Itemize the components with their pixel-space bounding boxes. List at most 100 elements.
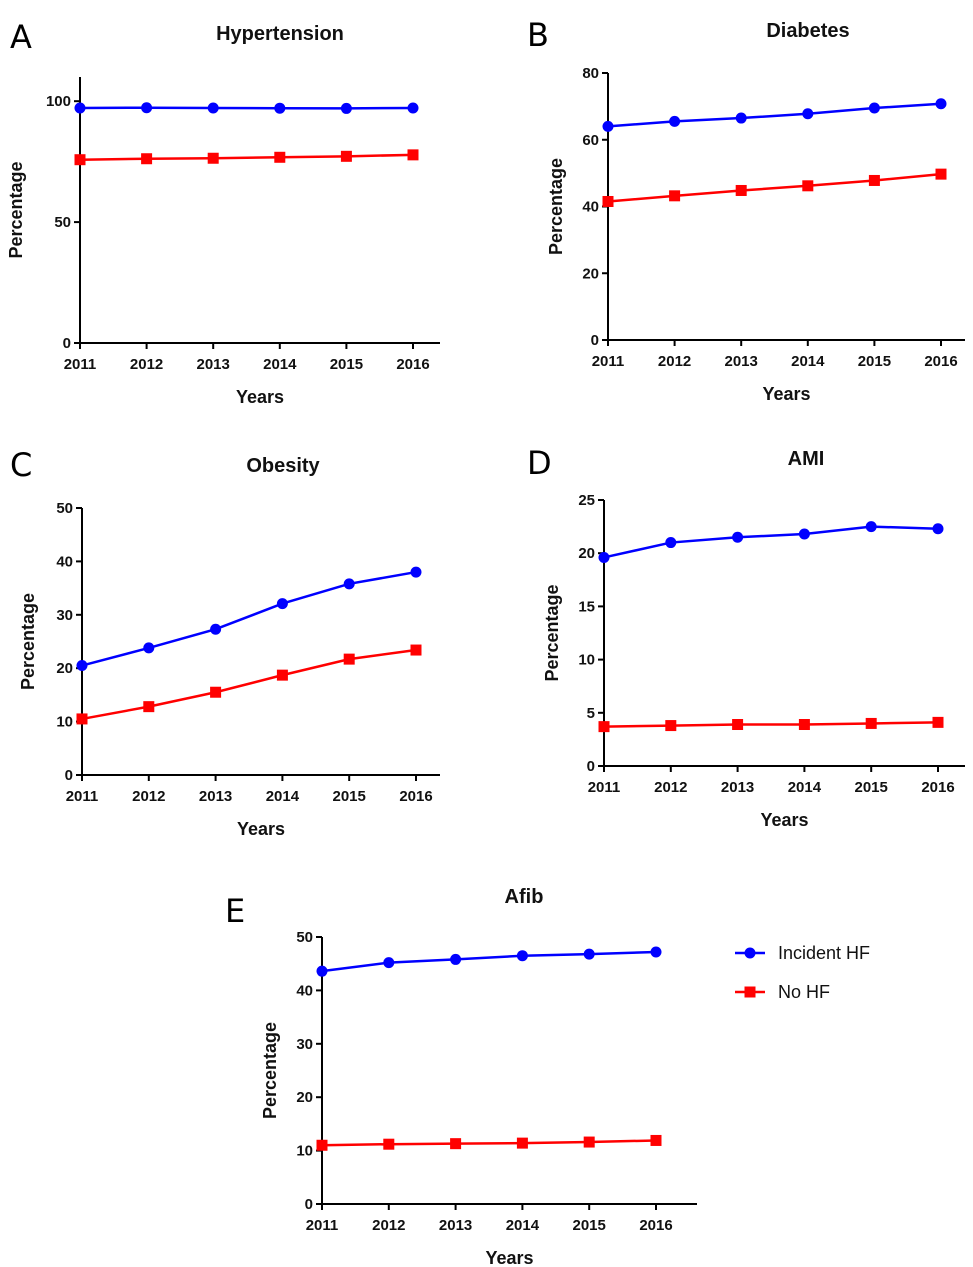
series-line-incident-hf — [607, 102, 942, 128]
x-tick-label: 2011 — [66, 788, 99, 805]
data-point-no-hf — [274, 151, 286, 163]
x-tick-label: 2015 — [573, 1217, 606, 1234]
y-axis-label: Percentage — [260, 1022, 280, 1119]
y-tick-label: 50 — [54, 214, 71, 231]
chart-panel-d: D AMI 0 5 10 15 20 25 2011 2012 2013 2014 2015 2016 Ye… — [527, 444, 965, 830]
data-point-incident-hf — [798, 528, 810, 540]
y-tick-label: 0 — [591, 332, 599, 349]
chart-panel-e: E Afib 0 10 20 30 40 50 2011 2012 2013 2014 2015 2016… — [225, 886, 697, 1267]
y-tick-label: 25 — [578, 492, 595, 509]
data-point-no-hf — [141, 153, 153, 165]
chart-panel-c: C Obesity 0 10 20 30 40 50 2011 2012 2013 2014 2015 2… — [10, 446, 440, 839]
data-point-no-hf — [516, 1137, 528, 1149]
x-tick-label: 2013 — [439, 1217, 472, 1234]
y-tick-label: 60 — [582, 132, 599, 149]
y-tick-label: 20 — [56, 660, 73, 677]
data-point-no-hf — [316, 1139, 328, 1151]
x-tick-label: 2016 — [399, 788, 432, 805]
data-point-no-hf — [76, 713, 88, 725]
x-axis-label: Years — [236, 387, 284, 407]
y-tick-label: 5 — [587, 705, 595, 722]
data-point-no-hf — [868, 174, 880, 186]
y-tick-label: 100 — [46, 93, 71, 110]
x-tick-label: 2011 — [306, 1217, 339, 1234]
data-point-no-hf — [207, 152, 219, 164]
x-tick-label: 2015 — [330, 356, 363, 373]
data-point-no-hf — [450, 1138, 462, 1150]
x-tick-label: 2016 — [924, 353, 957, 370]
data-point-incident-hf — [407, 102, 419, 114]
legend-label: No HF — [778, 982, 830, 1002]
panel-label: E — [225, 892, 245, 930]
x-tick-label: 2014 — [791, 353, 825, 370]
chart-panel-a: A Hypertension 0 50 100 2011 2012 2013 2014 2015 2… — [6, 18, 440, 407]
series-line-no-hf — [603, 721, 939, 728]
series-line-incident-hf — [603, 525, 939, 559]
y-tick-label: 0 — [305, 1196, 313, 1213]
data-point-no-hf — [865, 717, 877, 729]
x-tick-label: 2011 — [588, 779, 621, 796]
series-line-no-hf — [321, 1139, 657, 1147]
y-tick-label: 15 — [578, 598, 595, 615]
data-point-incident-hf — [274, 102, 286, 114]
y-tick-label: 10 — [56, 714, 73, 731]
y-tick-label: 20 — [578, 545, 595, 562]
x-axis-label: Years — [237, 819, 285, 839]
data-point-no-hf — [802, 180, 814, 192]
series-line-no-hf — [79, 153, 414, 161]
data-point-no-hf — [340, 150, 352, 162]
y-tick-label: 0 — [65, 767, 73, 784]
data-point-incident-hf — [650, 946, 662, 958]
chart-title: Diabetes — [766, 20, 849, 42]
y-axis-label: Percentage — [6, 161, 26, 258]
data-point-incident-hf — [316, 965, 328, 977]
y-tick-label: 0 — [587, 758, 595, 775]
y-tick-label: 40 — [296, 982, 313, 999]
data-point-no-hf — [407, 149, 419, 161]
y-tick-label: 30 — [56, 607, 73, 624]
data-point-incident-hf — [383, 957, 395, 969]
legend-label: Incident HF — [778, 943, 870, 963]
x-tick-label: 2012 — [372, 1217, 405, 1234]
x-tick-label: 2014 — [266, 788, 300, 805]
data-point-no-hf — [735, 184, 747, 196]
x-tick-label: 2014 — [788, 779, 822, 796]
panel-label: D — [527, 444, 552, 482]
data-point-incident-hf — [732, 531, 744, 543]
chart-panel-b: B Diabetes 0 20 40 60 80 2011 2012 2013 2014 2015 20… — [527, 16, 965, 404]
data-point-no-hf — [650, 1134, 662, 1146]
data-point-incident-hf — [802, 108, 814, 120]
y-axis-label: Percentage — [546, 158, 566, 255]
data-point-incident-hf — [665, 537, 677, 549]
data-point-no-hf — [669, 190, 681, 202]
y-tick-label: 40 — [56, 553, 73, 570]
y-tick-label: 20 — [582, 265, 599, 282]
y-tick-label: 80 — [582, 65, 599, 82]
x-tick-label: 2012 — [654, 779, 687, 796]
y-tick-label: 20 — [296, 1089, 313, 1106]
x-tick-label: 2011 — [64, 356, 97, 373]
x-tick-label: 2012 — [130, 356, 163, 373]
data-point-incident-hf — [598, 551, 610, 563]
legend-marker-circle — [744, 947, 756, 959]
x-tick-label: 2011 — [592, 353, 625, 370]
data-point-incident-hf — [143, 642, 155, 654]
y-axis-label: Percentage — [542, 584, 562, 681]
data-point-incident-hf — [935, 98, 947, 110]
data-point-incident-hf — [74, 102, 86, 114]
data-point-incident-hf — [669, 115, 681, 127]
chart-title: Hypertension — [216, 23, 344, 45]
x-tick-label: 2016 — [639, 1217, 672, 1234]
x-tick-label: 2015 — [855, 779, 888, 796]
series-line-incident-hf — [79, 106, 414, 110]
x-tick-label: 2014 — [263, 356, 297, 373]
x-tick-label: 2013 — [725, 353, 758, 370]
x-tick-label: 2014 — [506, 1217, 540, 1234]
y-tick-label: 10 — [578, 652, 595, 669]
x-tick-label: 2016 — [921, 779, 954, 796]
data-point-incident-hf — [932, 523, 944, 535]
series-line-no-hf — [607, 172, 942, 203]
chart-title: Afib — [505, 886, 544, 908]
legend-marker-square — [744, 986, 756, 998]
data-point-no-hf — [935, 168, 947, 180]
